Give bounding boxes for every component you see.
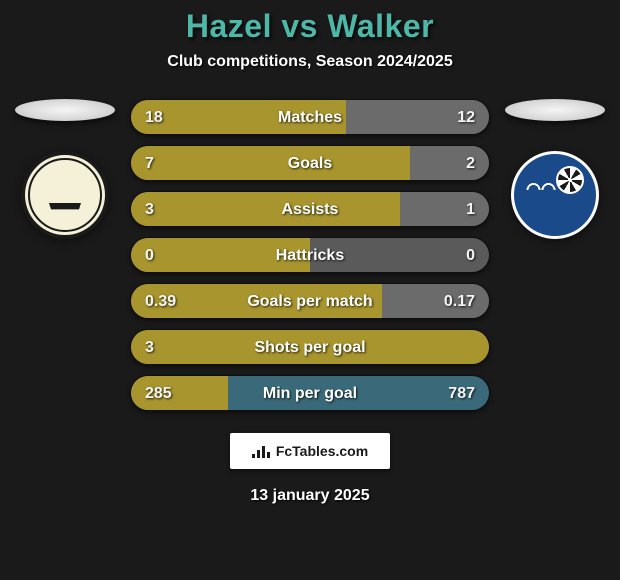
- footer-date: 13 january 2025: [250, 487, 369, 505]
- stat-bar: 285Min per goal787: [130, 375, 490, 411]
- club-badge-right[interactable]: [511, 151, 599, 239]
- main-row: 18Matches12 7Goals2 3Assists1 0Hattricks0 0.…: [0, 99, 620, 411]
- comparison-card: Hazel vs Walker Club competitions, Seaso…: [0, 0, 620, 580]
- bar-chart-icon: [252, 444, 270, 458]
- waves-icon: [526, 172, 556, 190]
- left-player-column: [10, 99, 120, 239]
- brand-label: FcTables.com: [276, 443, 368, 459]
- stat-label: Hattricks: [131, 238, 489, 273]
- stat-label: Shots per goal: [131, 330, 489, 365]
- stat-bar: 3Assists1: [130, 191, 490, 227]
- brand-badge[interactable]: FcTables.com: [230, 433, 390, 469]
- page-subtitle: Club competitions, Season 2024/2025: [167, 53, 452, 71]
- ship-icon: [45, 179, 85, 211]
- club-badge-left[interactable]: [21, 151, 109, 239]
- stat-value-right: 0.17: [444, 284, 475, 319]
- stat-value-right: 787: [448, 376, 475, 411]
- stat-label: Goals per match: [131, 284, 489, 319]
- stat-label: Goals: [131, 146, 489, 181]
- stat-bar: 3Shots per goal: [130, 329, 490, 365]
- stat-bar: 0.39Goals per match0.17: [130, 283, 490, 319]
- player-avatar-right[interactable]: [505, 99, 605, 121]
- player-avatar-left[interactable]: [15, 99, 115, 121]
- page-title: Hazel vs Walker: [186, 8, 434, 45]
- stat-label: Matches: [131, 100, 489, 135]
- stat-value-right: 1: [466, 192, 475, 227]
- stat-label: Min per goal: [131, 376, 489, 411]
- stat-bar: 0Hattricks0: [130, 237, 490, 273]
- stats-column: 18Matches12 7Goals2 3Assists1 0Hattricks0 0.…: [130, 99, 490, 411]
- stat-value-right: 2: [466, 146, 475, 181]
- stat-bar: 7Goals2: [130, 145, 490, 181]
- stat-bar: 18Matches12: [130, 99, 490, 135]
- stat-value-right: 12: [457, 100, 475, 135]
- stat-value-right: 0: [466, 238, 475, 273]
- right-player-column: [500, 99, 610, 239]
- stat-label: Assists: [131, 192, 489, 227]
